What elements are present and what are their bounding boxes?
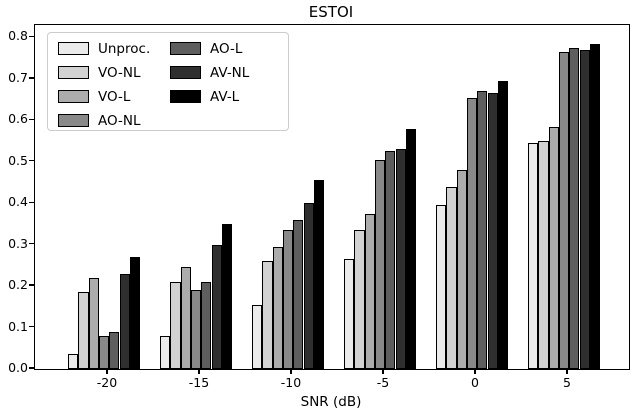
y-tick-label: 0.8	[8, 28, 28, 44]
bar-unproc-snr-20	[68, 354, 79, 369]
y-tick-mark	[29, 325, 34, 328]
bar-vo-nl-snr-20	[78, 292, 89, 369]
legend-item-ao-nl: AO-NL	[58, 111, 168, 131]
bar-unproc-snr-5	[344, 259, 355, 369]
legend-label: VO-NL	[98, 65, 141, 81]
bar-ao-l-snr-10	[293, 219, 304, 369]
legend-swatch-unproc	[58, 42, 89, 55]
y-tick-label: 0.4	[8, 194, 28, 210]
bar-av-nl-snr0	[487, 93, 498, 369]
legend-swatch-vo-nl	[58, 66, 89, 79]
bar-vo-nl-snr-15	[170, 281, 181, 369]
bar-ao-l-snr-20	[109, 331, 120, 369]
legend-swatch-vo-l	[58, 90, 89, 103]
bar-vo-l-snr0	[456, 170, 467, 369]
x-tick-mark	[474, 369, 476, 374]
bar-ao-l-snr-15	[201, 281, 212, 369]
legend-label: AO-L	[210, 41, 243, 57]
bar-av-nl-snr-20	[119, 273, 130, 369]
y-tick-label: 0.3	[8, 235, 28, 251]
bar-ao-nl-snr-20	[98, 335, 110, 369]
x-tick-mark	[566, 369, 568, 374]
legend-swatch-ao-l	[170, 42, 201, 55]
y-tick-mark	[29, 118, 34, 121]
legend-swatch-ao-nl	[58, 114, 89, 127]
bar-vo-nl-snr5	[538, 141, 549, 369]
y-tick-label: 0.5	[8, 152, 28, 168]
chart-title: ESTOI	[308, 3, 354, 21]
bar-av-l-snr-10	[313, 180, 325, 369]
legend-label: AO-NL	[98, 113, 141, 129]
y-tick-mark	[29, 201, 34, 203]
bar-ao-nl-snr5	[558, 51, 570, 369]
y-tick-label: 0.1	[8, 318, 28, 334]
bar-vo-nl-snr0	[446, 186, 457, 369]
bar-av-nl-snr-5	[395, 149, 406, 369]
legend-label: VO-L	[98, 89, 131, 105]
bar-av-l-snr-5	[405, 128, 417, 369]
bar-ao-l-snr-5	[385, 151, 396, 369]
x-tick-mark	[198, 369, 200, 374]
bar-vo-l-snr5	[548, 126, 559, 369]
bar-av-nl-snr5	[579, 49, 590, 369]
bar-ao-l-snr0	[477, 91, 488, 369]
x-tick-mark	[106, 369, 108, 374]
x-tick-mark	[382, 369, 384, 374]
bar-unproc-snr-15	[160, 335, 171, 369]
y-tick-mark	[29, 284, 34, 286]
x-tick-label: 0	[471, 375, 479, 390]
bar-vo-nl-snr-5	[354, 230, 365, 369]
y-tick-mark	[29, 160, 34, 162]
bar-vo-l-snr-20	[88, 277, 99, 369]
plot-area: Unproc. VO-NL VO-L AO-NL AO-L AV-NL AV-L	[34, 24, 630, 370]
legend-item-av-l: AV-L	[170, 87, 280, 107]
bar-vo-l-snr-10	[272, 246, 283, 369]
legend-label: Unproc.	[98, 41, 151, 57]
bar-ao-nl-snr0	[466, 97, 478, 369]
x-axis-label: SNR (dB)	[300, 394, 362, 410]
legend: Unproc. VO-NL VO-L AO-NL AO-L AV-NL AV-L	[47, 32, 289, 131]
x-tick-mark	[290, 369, 292, 374]
y-tick-label: 0.2	[8, 277, 28, 293]
y-tick-label: 0.7	[8, 69, 28, 85]
y-tick-mark	[29, 35, 34, 38]
bar-av-nl-snr-15	[211, 244, 222, 369]
bar-av-l-snr-20	[129, 257, 141, 369]
x-tick-label: 5	[563, 375, 571, 390]
y-tick-label: 0.6	[8, 111, 28, 127]
legend-item-av-nl: AV-NL	[170, 63, 280, 83]
legend-label: AV-NL	[210, 65, 250, 81]
y-tick-mark	[29, 242, 34, 245]
bar-av-l-snr-15	[221, 223, 233, 369]
bar-ao-nl-snr-10	[282, 230, 294, 369]
legend-item-vo-nl: VO-NL	[58, 63, 168, 83]
x-tick-label: -15	[188, 375, 210, 390]
x-tick-label: -10	[280, 375, 302, 390]
legend-item-ao-l: AO-L	[170, 39, 280, 59]
bar-unproc-snr5	[528, 143, 539, 369]
x-tick-label: -5	[376, 375, 390, 390]
bar-av-l-snr5	[589, 43, 601, 369]
bar-unproc-snr-10	[252, 304, 263, 369]
bar-av-l-snr0	[497, 80, 509, 369]
legend-label: AV-L	[210, 89, 240, 105]
bar-ao-l-snr5	[569, 47, 580, 369]
legend-item-unproc: Unproc.	[58, 39, 168, 59]
y-tick-label: 0.0	[8, 360, 28, 375]
bar-vo-l-snr-5	[364, 213, 375, 369]
legend-swatch-av-nl	[170, 66, 201, 79]
legend-item-vo-l: VO-L	[58, 87, 168, 107]
legend-swatch-av-l	[170, 90, 201, 103]
bar-vo-l-snr-15	[180, 267, 191, 369]
bar-ao-nl-snr-5	[374, 159, 386, 369]
bar-av-nl-snr-10	[303, 203, 314, 369]
x-tick-label: -20	[96, 375, 118, 390]
bar-ao-nl-snr-15	[190, 290, 202, 369]
bar-vo-nl-snr-10	[262, 261, 273, 369]
bar-unproc-snr0	[436, 205, 447, 369]
y-tick-mark	[29, 77, 34, 79]
y-tick-mark	[29, 367, 34, 369]
